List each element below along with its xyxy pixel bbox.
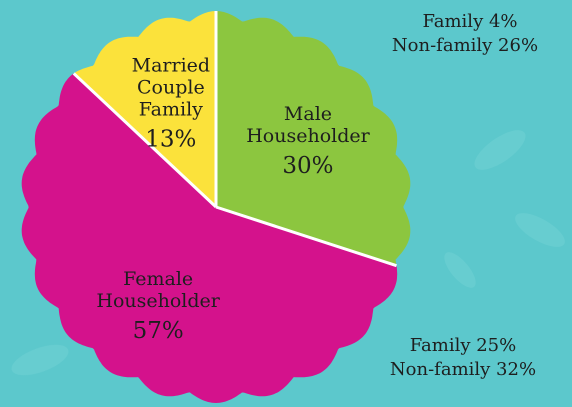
- value-label: 30%: [282, 153, 333, 179]
- slice-label-line: Family: [139, 99, 203, 121]
- annotation: Family 25%: [410, 335, 516, 356]
- background-leaves: [11, 130, 565, 376]
- annotation: Non-family 32%: [390, 359, 536, 380]
- annotation: Family 4%: [422, 11, 517, 32]
- slice-divider: [72, 72, 218, 209]
- slice-label: Married Couple Family: [132, 55, 210, 121]
- slice-label: Male Householder: [246, 103, 370, 147]
- slice-label-line: Householder: [96, 290, 220, 312]
- slice-label-line: Couple: [137, 77, 205, 99]
- slice-divider: [215, 205, 397, 268]
- slice-label-line: Married: [132, 55, 210, 77]
- pie-slice: [73, 11, 216, 207]
- slice-label-line: Householder: [246, 125, 370, 147]
- annotation: Non-family 26%: [392, 35, 538, 56]
- pie-slice: [21, 73, 398, 404]
- value-label: 13%: [145, 127, 196, 153]
- slice-label-line: Female: [123, 268, 193, 290]
- pie-slice: [216, 11, 411, 266]
- slice-label: Female Householder: [96, 268, 220, 312]
- value-label: 57%: [133, 318, 184, 344]
- slice-label-line: Male: [284, 103, 332, 125]
